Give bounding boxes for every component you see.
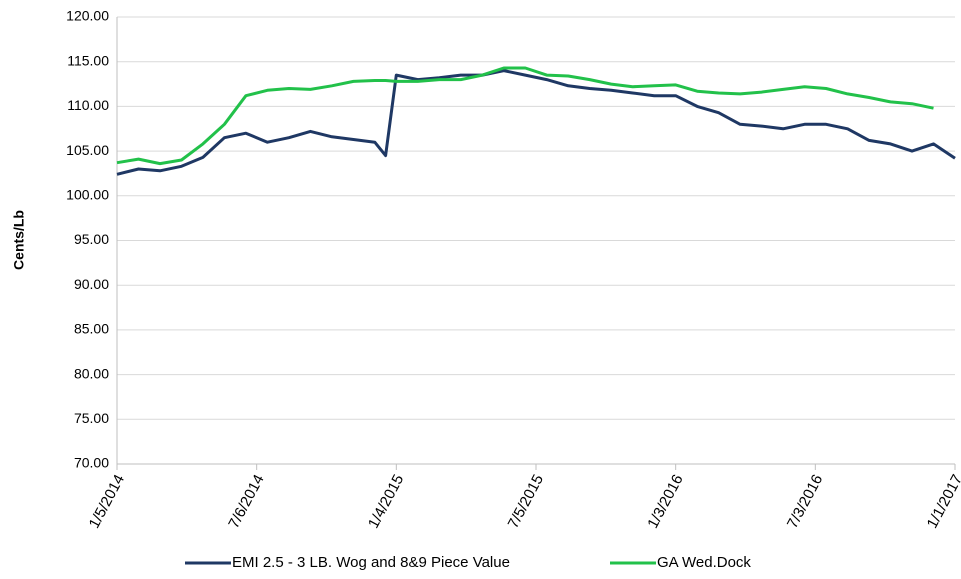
legend-label: EMI 2.5 - 3 LB. Wog and 8&9 Piece Value <box>232 554 510 571</box>
series-line <box>116 66 934 166</box>
y-tick-label: 100.00 <box>66 187 109 203</box>
y-tick-label: 95.00 <box>74 231 109 247</box>
legend-label: GA Wed.Dock <box>657 554 751 571</box>
x-tick-label: 7/6/2014 <box>225 472 267 532</box>
y-axis-label: Cents/Lb <box>11 210 27 270</box>
x-tick-label: 1/1/2017 <box>924 472 961 532</box>
x-tick-label: 1/3/2016 <box>644 472 686 532</box>
y-tick-label: 105.00 <box>66 142 109 158</box>
y-tick-label: 90.00 <box>74 276 109 292</box>
y-tick-label: 75.00 <box>74 410 109 426</box>
y-tick-label: 80.00 <box>74 365 109 381</box>
x-tick-label: 1/5/2014 <box>86 472 128 532</box>
y-tick-label: 85.00 <box>74 321 109 337</box>
y-tick-label: 120.00 <box>66 8 109 24</box>
y-tick-label: 115.00 <box>67 52 109 68</box>
y-tick-label: 70.00 <box>74 455 109 471</box>
y-tick-label: 110.00 <box>67 97 109 113</box>
x-tick-label: 1/4/2015 <box>365 472 407 532</box>
x-tick-label: 7/5/2015 <box>505 472 547 532</box>
series-line <box>116 69 956 176</box>
x-tick-label: 7/3/2016 <box>784 472 826 532</box>
